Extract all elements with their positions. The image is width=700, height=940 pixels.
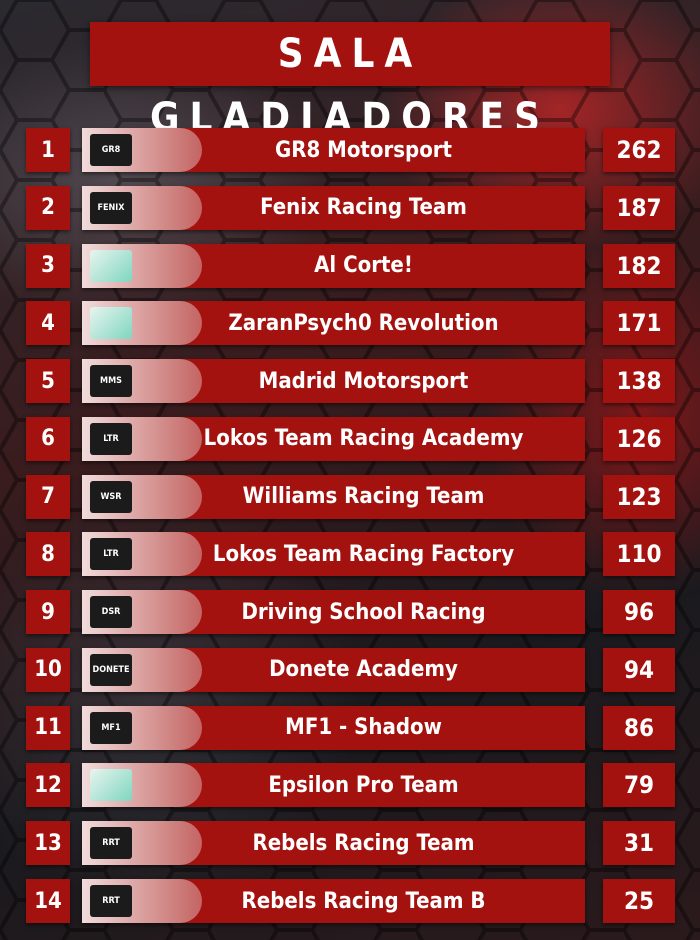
team-cell: RRT Rebels Racing Team B <box>82 879 585 923</box>
team-cell: MF1 MF1 - Shadow <box>82 705 585 750</box>
team-cell: Epsilon Pro Team <box>82 763 585 808</box>
rank: 6 <box>26 416 70 461</box>
team-logo: LTR <box>90 538 132 571</box>
team-logo: GR8 <box>90 134 132 166</box>
rank: 7 <box>26 474 70 519</box>
points: 262 <box>603 128 675 172</box>
team-logo <box>90 769 132 802</box>
team-cell: WSR Williams Racing Team <box>82 474 585 519</box>
team-cell: LTR Lokos Team Racing Factory <box>82 532 585 577</box>
team-cell: GR8 GR8 Motorsport <box>82 128 585 172</box>
rank: 13 <box>26 821 70 866</box>
rank: 8 <box>26 532 70 577</box>
team-cell: ZaranPsych0 Revolution <box>82 301 585 346</box>
team-logo: LTR <box>90 422 132 455</box>
rank: 9 <box>26 590 70 635</box>
team-name: GR8 Motorsport <box>274 137 453 163</box>
points: 31 <box>603 821 675 866</box>
rank: 14 <box>26 879 70 923</box>
points: 25 <box>603 879 675 923</box>
team-name: ZaranPsych0 Revolution <box>228 310 499 336</box>
team-cell: LTR Lokos Team Racing Academy <box>82 416 585 461</box>
team-cell: MMS Madrid Motorsport <box>82 359 585 404</box>
team-cell: DONETE Donete Academy <box>82 647 585 692</box>
team-name: MF1 - Shadow <box>285 715 442 741</box>
points: 187 <box>603 185 675 230</box>
team-name: Madrid Motorsport <box>258 368 469 394</box>
points: 171 <box>603 301 675 346</box>
team-name: Fenix Racing Team <box>260 195 467 221</box>
team-logo: RRT <box>90 885 132 917</box>
rank: 3 <box>26 243 70 288</box>
team-logo <box>90 307 132 340</box>
team-cell: RRT Rebels Racing Team <box>82 821 585 866</box>
team-logo: DONETE <box>90 653 132 686</box>
rank: 1 <box>26 128 70 172</box>
team-name: Donete Academy <box>269 657 458 683</box>
team-name: Al Corte! <box>314 253 413 279</box>
points: 110 <box>603 532 675 577</box>
title: SALA GLADIADORES <box>90 22 610 141</box>
team-name: Rebels Racing Team <box>252 830 475 856</box>
points: 123 <box>603 474 675 519</box>
team-name: Rebels Racing Team B <box>241 888 486 914</box>
team-cell: DSR Driving School Racing <box>82 590 585 635</box>
rank: 2 <box>26 185 70 230</box>
team-logo: DSR <box>90 596 132 629</box>
rank: 12 <box>26 763 70 808</box>
points: 79 <box>603 763 675 808</box>
points: 182 <box>603 243 675 288</box>
team-name: Lokos Team Racing Academy <box>203 426 524 452</box>
team-logo: WSR <box>90 480 132 513</box>
rank: 5 <box>26 359 70 404</box>
points: 138 <box>603 359 675 404</box>
team-name: Epsilon Pro Team <box>268 772 459 798</box>
team-name: Driving School Racing <box>241 599 486 625</box>
points: 126 <box>603 416 675 461</box>
team-logo <box>90 249 132 282</box>
team-logo: RRT <box>90 827 132 860</box>
points: 86 <box>603 705 675 750</box>
points: 96 <box>603 590 675 635</box>
team-cell: FENIX Fenix Racing Team <box>82 185 585 230</box>
rank: 11 <box>26 705 70 750</box>
points: 94 <box>603 647 675 692</box>
team-logo: MMS <box>90 365 132 398</box>
team-cell: Al Corte! <box>82 243 585 288</box>
rank: 10 <box>26 647 70 692</box>
team-logo: FENIX <box>90 191 132 224</box>
rank: 4 <box>26 301 70 346</box>
team-name: Williams Racing Team <box>242 484 485 510</box>
team-logo: MF1 <box>90 711 132 744</box>
team-name: Lokos Team Racing Factory <box>212 541 515 567</box>
